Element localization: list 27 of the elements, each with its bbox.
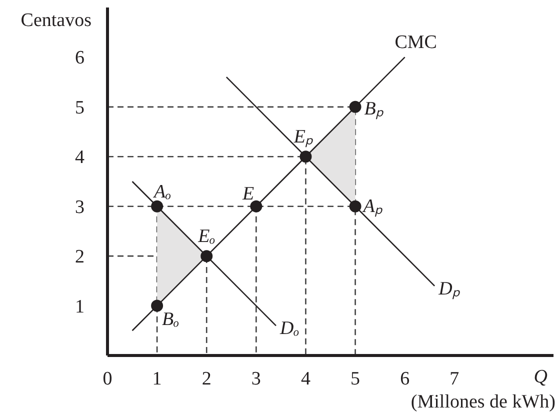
y-axis-title: Centavos	[20, 10, 92, 31]
annotation: E	[242, 183, 255, 204]
x-tick-label: 5	[350, 368, 360, 390]
x-tick-label: 1	[152, 368, 162, 390]
y-tick-label: 6	[75, 48, 84, 69]
series-label: CMC	[394, 32, 437, 54]
annotation: Aₚ	[361, 196, 383, 217]
x-tick-label: 7	[450, 368, 460, 390]
text: (Millones de kWh)	[410, 392, 556, 412]
x-tick-label: 2	[202, 368, 212, 390]
y-tick-label: 4	[75, 147, 85, 168]
y-tick-label: 1	[75, 296, 84, 318]
x-tick-label: 6	[400, 368, 410, 390]
annotation: Eₒ	[197, 226, 216, 248]
x-tick-label: 0	[102, 368, 112, 390]
x-axis-title: Q	[534, 366, 548, 388]
x-tick-label: 4	[300, 368, 311, 390]
y-tick-label: 5	[75, 97, 84, 118]
annotation: Eₚ	[292, 126, 314, 148]
x-tick-label: 3	[251, 368, 261, 390]
annotation: Aₒ	[152, 181, 172, 202]
y-tick-label: 2	[75, 246, 84, 268]
annotation: Bₚ	[364, 98, 384, 120]
series-label: Dₒ	[278, 318, 300, 340]
y-tick-label: 3	[75, 196, 84, 218]
series-label: Dₚ	[438, 278, 460, 300]
annotation: Bₒ	[162, 308, 180, 330]
